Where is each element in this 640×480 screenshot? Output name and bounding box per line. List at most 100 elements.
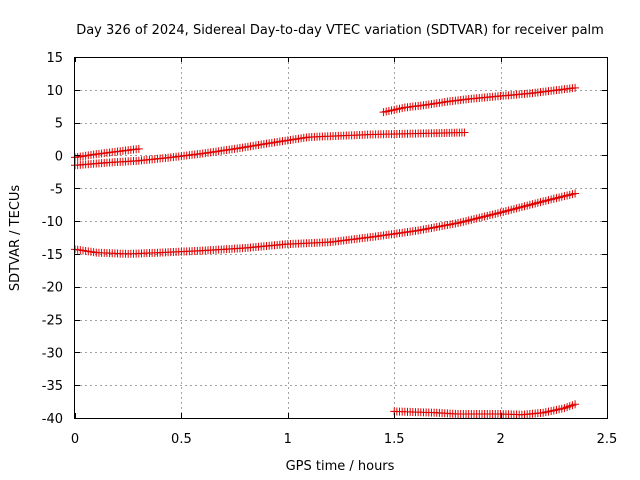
marker-cluster — [337, 130, 375, 140]
marker-cluster — [198, 244, 247, 255]
marker-cluster — [400, 129, 439, 138]
data-point — [528, 86, 556, 98]
x-tick-label: 0.5 — [171, 432, 192, 447]
x-tick-label: 2.5 — [597, 432, 618, 447]
marker-cluster — [283, 238, 332, 249]
marker-cluster — [134, 144, 143, 153]
data-point — [166, 149, 205, 162]
marker-cluster — [496, 198, 545, 217]
y-tick-label: 0 — [55, 149, 63, 164]
data-point — [241, 240, 290, 253]
y-tick-label: -5 — [50, 182, 63, 197]
data-point — [230, 140, 268, 153]
data-point — [368, 227, 417, 241]
marker-cluster — [539, 404, 566, 417]
data-point — [337, 130, 375, 140]
data-point — [411, 219, 460, 235]
y-tick-label: -25 — [42, 314, 63, 329]
data-point — [400, 129, 439, 138]
data-point — [134, 144, 143, 153]
marker-cluster — [411, 219, 460, 235]
y-tick-label: -35 — [42, 379, 63, 394]
data-point — [92, 147, 119, 159]
data-point — [102, 156, 141, 167]
marker-cluster — [92, 248, 130, 258]
data-point — [571, 189, 580, 198]
data-point — [485, 91, 513, 102]
y-tick-label: 15 — [46, 51, 63, 66]
marker-cluster — [549, 84, 577, 95]
y-tick-label: -10 — [42, 215, 63, 230]
data-point — [539, 190, 577, 206]
chart-title: Day 326 of 2024, Sidereal Day-to-day VTE… — [76, 23, 604, 38]
data-point — [113, 145, 141, 156]
y-tick-label: -15 — [42, 248, 63, 263]
x-axis-label: GPS time / hours — [286, 459, 395, 474]
data-point — [134, 153, 173, 165]
marker-cluster — [517, 408, 545, 419]
marker-cluster — [283, 133, 311, 145]
data-point — [454, 209, 502, 228]
marker-cluster — [124, 248, 162, 258]
data-point — [432, 128, 466, 138]
marker-cluster — [443, 95, 471, 106]
data-point — [571, 83, 580, 92]
marker-cluster — [326, 233, 375, 247]
data-point — [71, 158, 109, 170]
series-arc-3 — [379, 83, 580, 117]
marker-cluster — [230, 140, 268, 153]
y-tick-label: 5 — [55, 117, 63, 132]
marker-cluster — [102, 156, 141, 167]
marker-cluster — [400, 101, 428, 112]
marker-cluster — [460, 128, 469, 137]
data-point — [368, 129, 407, 139]
data-point — [156, 246, 205, 257]
marker-cluster — [305, 131, 343, 142]
marker-cluster — [368, 129, 407, 139]
data-point — [283, 133, 311, 145]
grid-layer — [75, 57, 607, 418]
y-tick-label: 10 — [46, 84, 63, 99]
data-point — [124, 248, 162, 258]
data-point — [539, 404, 566, 417]
series-arc-1 — [71, 144, 143, 162]
marker-cluster — [368, 227, 417, 241]
data-point — [262, 136, 290, 148]
marker-cluster — [528, 86, 556, 98]
marker-cluster — [262, 136, 290, 148]
data-point — [517, 408, 545, 419]
marker-cluster — [464, 93, 492, 104]
data-point — [92, 248, 130, 258]
data-point — [571, 400, 580, 409]
marker-cluster — [71, 158, 109, 170]
data-point — [326, 233, 375, 247]
marker-cluster — [571, 83, 580, 92]
data-point — [379, 104, 407, 117]
series-arc-2 — [71, 128, 469, 170]
marker-cluster — [113, 145, 141, 156]
marker-cluster — [539, 190, 577, 206]
x-tick-label: 1.5 — [384, 432, 405, 447]
marker-cluster — [379, 104, 407, 117]
marker-cluster — [432, 128, 466, 138]
data-point — [464, 93, 492, 104]
marker-cluster — [166, 149, 205, 162]
marker-cluster — [485, 91, 513, 102]
series-layer — [71, 83, 580, 419]
marker-cluster — [134, 153, 173, 165]
data-point — [305, 131, 343, 142]
series-arc-5 — [390, 400, 580, 419]
data-point — [400, 101, 428, 112]
data-point — [198, 244, 247, 255]
x-tick-label: 2 — [496, 432, 504, 447]
data-point — [198, 145, 236, 158]
data-point — [443, 95, 471, 106]
data-point — [560, 401, 577, 413]
marker-cluster — [241, 240, 290, 253]
data-point — [496, 198, 545, 217]
y-axis-label: SDTVAR / TECUs — [8, 185, 23, 292]
marker-cluster — [571, 189, 580, 198]
y-tick-label: -30 — [42, 346, 63, 361]
data-point — [432, 408, 460, 418]
